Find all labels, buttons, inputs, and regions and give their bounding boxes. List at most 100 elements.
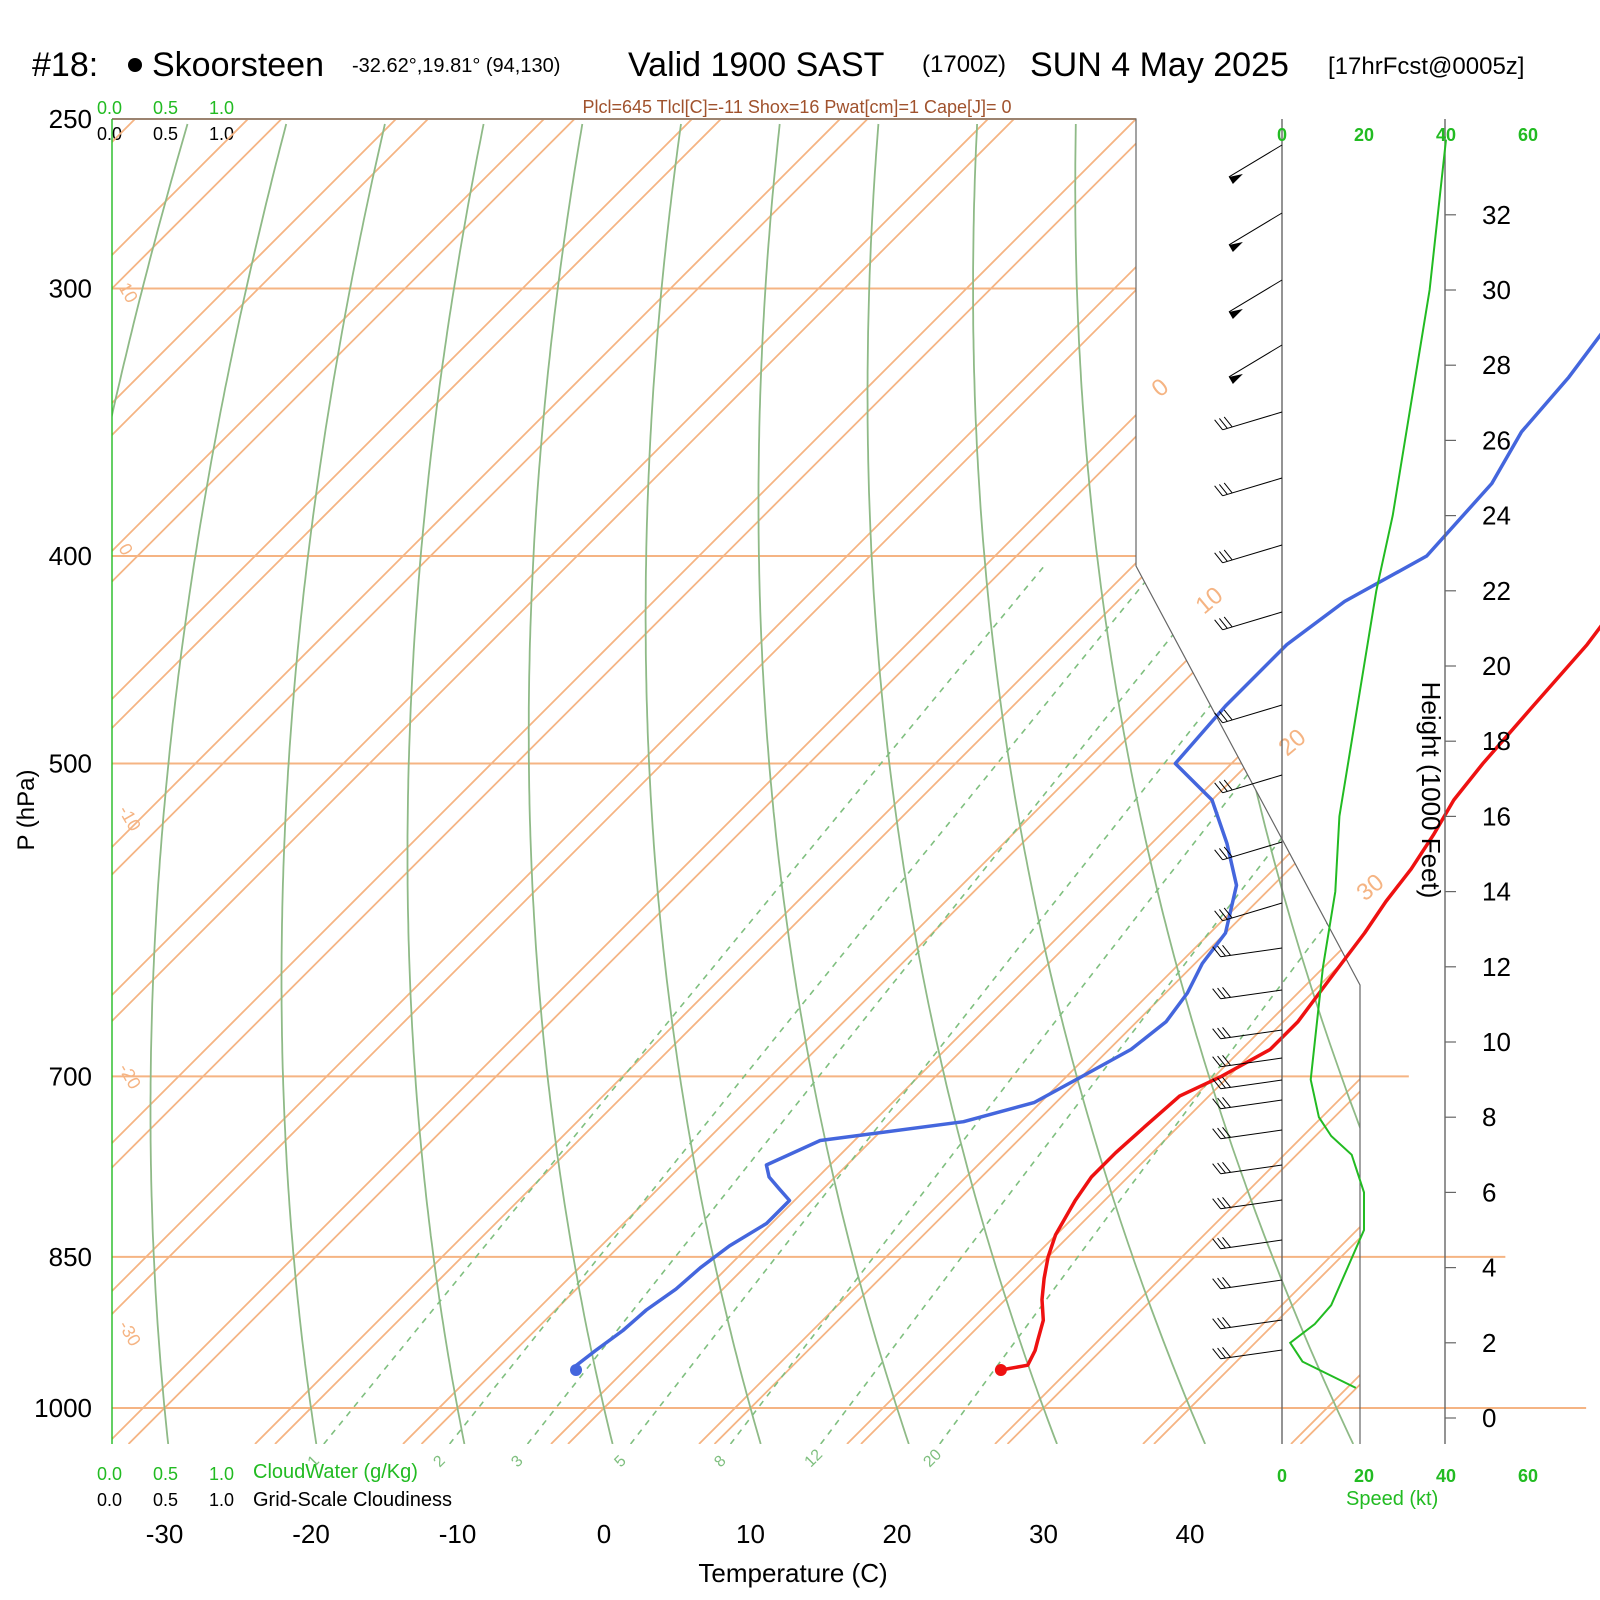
wind-barb-feather xyxy=(1219,418,1228,429)
dry-adiabat-line xyxy=(866,123,1058,1444)
wind-barb-pennant xyxy=(1228,173,1243,184)
wind-barb-feather xyxy=(1219,551,1228,562)
cloudwater-scale-top: 0.0 0.5 1.0 xyxy=(97,98,234,118)
wind-barb xyxy=(1222,774,1283,794)
station-coords: -32.62°,19.81° (94,130) xyxy=(352,55,560,77)
speed-axis-top: 0 20 40 60 xyxy=(1277,125,1538,145)
wind-barb xyxy=(1220,1099,1283,1110)
mixing-ratio-label: 5 xyxy=(611,1452,629,1470)
wind-barb-feather xyxy=(1217,1127,1226,1139)
cloudiness-label: Grid-Scale Cloudiness xyxy=(253,1489,452,1511)
wind-barb-feather xyxy=(1214,782,1224,794)
plot-frame xyxy=(111,118,1361,1444)
mixing-ratio-line xyxy=(939,563,1360,1444)
wind-barb-feather xyxy=(1214,619,1224,631)
wind-barb xyxy=(1228,144,1283,178)
wind-barb-feather xyxy=(1212,1348,1222,1360)
isotherm-label: 20 xyxy=(1274,724,1312,762)
temperature-tick-label: 0 xyxy=(597,1519,611,1549)
pressure-tick-label: 700 xyxy=(49,1061,92,1091)
wind-barbs xyxy=(1212,144,1283,1360)
cloudiness-scale-top: 0.0 0.5 1.0 xyxy=(97,124,234,144)
pressure-axis-label: P (hPa) xyxy=(13,770,40,851)
wind-barb-feather xyxy=(1223,846,1233,858)
station-dot-icon xyxy=(128,58,142,72)
wind-barb-feather xyxy=(1219,909,1228,920)
wind-barb-feather xyxy=(1217,987,1226,999)
wind-barb-feather xyxy=(1223,709,1233,721)
scale-tick: 0.0 xyxy=(97,124,122,144)
height-tick-label: 16 xyxy=(1482,801,1511,831)
sounding-indices: Plcl=645 Tlcl[C]=-11 Shox=16 Pwat[cm]=1 … xyxy=(582,97,1011,117)
isotherm-line xyxy=(112,119,1308,1444)
reference-line xyxy=(1142,119,1360,1444)
temperature-axis-label: Temperature (C) xyxy=(698,1558,887,1588)
wind-barb xyxy=(1220,1349,1283,1360)
height-tick-label: 20 xyxy=(1482,651,1511,681)
scale-tick: 1.0 xyxy=(209,124,234,144)
scale-tick: 1.0 xyxy=(209,1464,234,1484)
scale-tick: 0.0 xyxy=(97,1464,122,1484)
isotherm-line xyxy=(713,119,1360,1444)
wind-barb xyxy=(1220,947,1283,958)
height-tick-label: 14 xyxy=(1482,877,1511,907)
reference-line xyxy=(112,119,693,1444)
pressure-tick-label: 250 xyxy=(49,104,92,134)
wind-barb-feather xyxy=(1217,1027,1226,1039)
wind-barb-pennant xyxy=(1228,308,1243,319)
height-tick-label: 8 xyxy=(1482,1102,1496,1132)
wind-barb-feather xyxy=(1219,848,1228,859)
wind-panel xyxy=(1281,119,1446,1444)
wind-barb xyxy=(1220,1319,1283,1330)
isotherm-line xyxy=(112,119,429,1444)
valid-date: SUN 4 May 2025 xyxy=(1030,46,1289,84)
height-tick-label: 22 xyxy=(1482,576,1511,606)
mixing-ratio-line xyxy=(820,563,1360,1444)
speed-axis-bottom: 0 20 40 60 xyxy=(1277,1466,1538,1486)
wind-barb-feather xyxy=(1212,1128,1222,1140)
cloudwater-scale-bottom: 0.0 0.5 1.0 CloudWater (g/Kg) xyxy=(97,1461,418,1484)
scale-tick: 0.5 xyxy=(153,1464,178,1484)
pressure-tick-label: 300 xyxy=(49,274,92,304)
utc-time: (1700Z) xyxy=(922,51,1006,78)
reference-line xyxy=(112,119,1137,1444)
height-tick-label: 24 xyxy=(1482,501,1511,531)
wind-barb-feather xyxy=(1214,419,1224,431)
wind-barb-feather xyxy=(1217,1055,1226,1067)
reference-line xyxy=(698,119,1360,1444)
dry-adiabat-line xyxy=(644,123,762,1444)
wind-barb xyxy=(1222,611,1283,631)
dewpoint-profile xyxy=(574,332,1600,1371)
wind-barb-feather xyxy=(1222,1162,1231,1173)
temperature-tick-label: 10 xyxy=(736,1519,765,1549)
wind-barb-feather xyxy=(1212,1028,1222,1040)
wind-barb-feather xyxy=(1222,1347,1231,1358)
pressure-tick-label: 850 xyxy=(49,1242,92,1272)
dry-adiabat-line xyxy=(1471,124,1600,1444)
scale-tick: 0.0 xyxy=(97,1490,122,1510)
wind-barb xyxy=(1220,1279,1283,1290)
wind-speed-profile xyxy=(1288,139,1447,1389)
wind-barb-feather xyxy=(1214,712,1224,724)
isotherm-line xyxy=(420,119,1360,1444)
reference-line xyxy=(112,119,989,1444)
mixing-ratio-label: 8 xyxy=(711,1452,729,1470)
dry-adiabat-line xyxy=(112,123,189,1444)
height-tick-label: 2 xyxy=(1482,1328,1496,1358)
wind-barb-feather xyxy=(1212,988,1222,1000)
wind-barb-feather xyxy=(1214,910,1224,922)
height-tick-label: 26 xyxy=(1482,425,1511,455)
surface-markers xyxy=(570,1364,1007,1377)
speed-tick-label: 0 xyxy=(1277,1466,1287,1486)
wind-barb xyxy=(1222,411,1283,431)
speed-tick-label: 0 xyxy=(1277,125,1287,145)
temperature-tick-label: -20 xyxy=(292,1519,330,1549)
isotherm-label: 30 xyxy=(1352,869,1390,907)
wind-barb-feather xyxy=(1217,945,1226,957)
isotherm-line xyxy=(112,119,722,1444)
speed-tick-label: 20 xyxy=(1354,1466,1374,1486)
wind-barb-feather xyxy=(1219,484,1228,495)
wind-barb-feather xyxy=(1212,1098,1222,1110)
isotherm-line xyxy=(112,119,869,1444)
